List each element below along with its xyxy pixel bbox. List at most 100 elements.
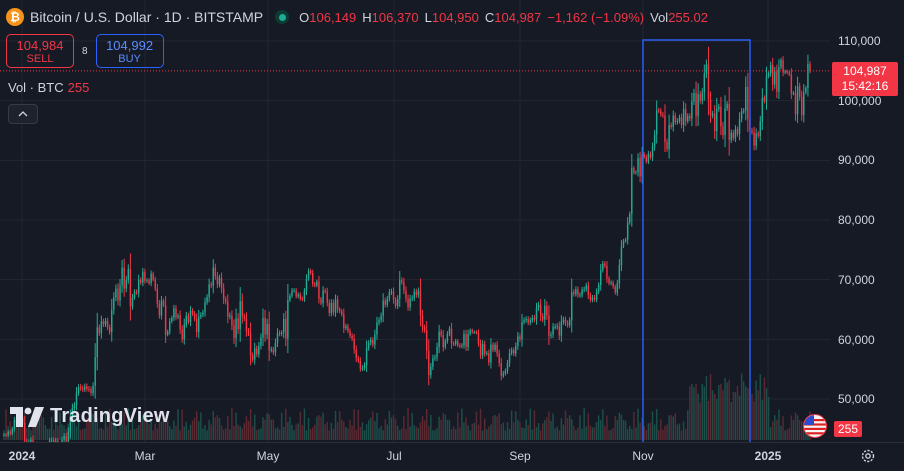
- volume-bar: [668, 415, 670, 440]
- volume-bar: [788, 427, 791, 440]
- chart-pane[interactable]: [0, 0, 830, 442]
- volume-bar: [608, 430, 610, 440]
- bar-countdown: 15:42:16: [841, 79, 889, 93]
- candle-body: [57, 440, 59, 442]
- volume-legend-label: Vol · BTC: [8, 80, 64, 95]
- candle-body: [666, 141, 668, 149]
- volume-bar: [709, 373, 712, 440]
- candle-body: [365, 348, 368, 365]
- symbol-title[interactable]: Bitcoin / U.S. Dollar · 1D · BITSTAMP: [30, 9, 264, 25]
- time-tick: 2025: [754, 449, 782, 463]
- volume-bar: [71, 421, 74, 440]
- candle-body: [104, 320, 107, 325]
- volume-bar: [641, 417, 643, 440]
- candle-body: [626, 222, 629, 240]
- candle-body: [606, 265, 608, 279]
- volume-bar: [465, 417, 467, 440]
- volume-bar: [15, 420, 18, 440]
- candle-body: [774, 71, 776, 85]
- collapse-legend-button[interactable]: [8, 104, 38, 124]
- candle-body: [699, 94, 701, 101]
- candle-body: [390, 291, 393, 293]
- volume-bar: [181, 409, 183, 440]
- candle-body: [740, 111, 743, 120]
- candle-body: [552, 326, 554, 335]
- volume-bar: [299, 411, 302, 440]
- candle-body: [411, 298, 413, 300]
- volume-bar: [457, 412, 459, 440]
- candle-body: [249, 333, 252, 356]
- volume-bar: [40, 415, 43, 440]
- volume-bar: [77, 413, 80, 440]
- volume-bar: [384, 419, 386, 440]
- candle-body: [154, 279, 156, 289]
- candle-body: [809, 64, 811, 71]
- candle-body: [108, 327, 111, 333]
- volume-legend[interactable]: Vol · BTC 255: [8, 80, 89, 95]
- candle-body: [631, 168, 633, 214]
- candle-body: [131, 297, 134, 307]
- sell-button[interactable]: 104,984 SELL: [6, 34, 74, 68]
- volume-bar: [780, 425, 782, 440]
- candle-body: [212, 267, 214, 286]
- volume-bar: [401, 428, 403, 440]
- candle-body: [691, 101, 693, 119]
- time-axis[interactable]: 2024 Mar May Jul Sep Nov 2025: [0, 442, 904, 471]
- market-status-icon[interactable]: [275, 10, 290, 24]
- candle-body: [589, 295, 592, 300]
- volume-bar: [179, 430, 181, 440]
- volume-bar: [233, 426, 235, 440]
- candle-body: [297, 294, 299, 297]
- candle-body: [158, 303, 161, 316]
- candle-body: [674, 115, 677, 123]
- volume-bar: [600, 420, 602, 440]
- candle-body: [728, 104, 730, 140]
- volume-bar: [504, 430, 507, 440]
- tradingview-logo[interactable]: TradingView: [10, 405, 170, 428]
- candle-body: [747, 86, 749, 120]
- volume-bar: [769, 427, 772, 440]
- candle-body: [231, 315, 233, 326]
- candle-body: [639, 157, 641, 177]
- volume-bar: [670, 415, 672, 440]
- candle-body: [208, 284, 210, 297]
- volume-bar: [324, 424, 326, 440]
- volume-bar: [312, 427, 314, 440]
- candle-body: [703, 73, 706, 93]
- candle-body: [11, 428, 14, 434]
- time-tick: Mar: [134, 449, 156, 463]
- us-flag-icon[interactable]: [803, 414, 827, 438]
- price-axis[interactable]: 110,000 100,000 90,000 80,000 70,000 60,…: [830, 0, 904, 442]
- candle-body: [282, 319, 285, 333]
- candle-body: [166, 331, 169, 335]
- candle-body: [343, 314, 345, 328]
- gear-icon[interactable]: [860, 448, 876, 464]
- price-chart[interactable]: [0, 0, 830, 442]
- symbol-legend: ₿ Bitcoin / U.S. Dollar · 1D · BITSTAMP …: [6, 8, 708, 26]
- volume-bar: [757, 390, 759, 440]
- volume-bar: [140, 417, 142, 440]
- candle-body: [490, 344, 492, 363]
- volume-bar: [672, 416, 674, 440]
- buy-button[interactable]: 104,992 BUY: [95, 34, 164, 68]
- candle-body: [544, 305, 546, 320]
- volume-bar: [591, 427, 594, 440]
- candle-body: [581, 289, 583, 296]
- volume-bar: [552, 413, 554, 440]
- volume-bar: [417, 428, 420, 440]
- candle-body: [782, 60, 784, 73]
- volume-bar: [529, 408, 532, 440]
- volume-bar: [394, 418, 397, 440]
- candle-body: [338, 309, 341, 312]
- candle-body: [256, 348, 258, 355]
- volume-bar: [471, 423, 473, 440]
- candle-body: [500, 363, 502, 376]
- volume-bar: [705, 376, 708, 440]
- candle-body: [645, 156, 648, 162]
- candle-body: [75, 393, 78, 405]
- candle-body: [133, 291, 136, 298]
- volume-bar: [378, 428, 380, 440]
- candle-body: [481, 344, 484, 356]
- time-tick: May: [256, 449, 280, 463]
- candle-body: [372, 339, 374, 345]
